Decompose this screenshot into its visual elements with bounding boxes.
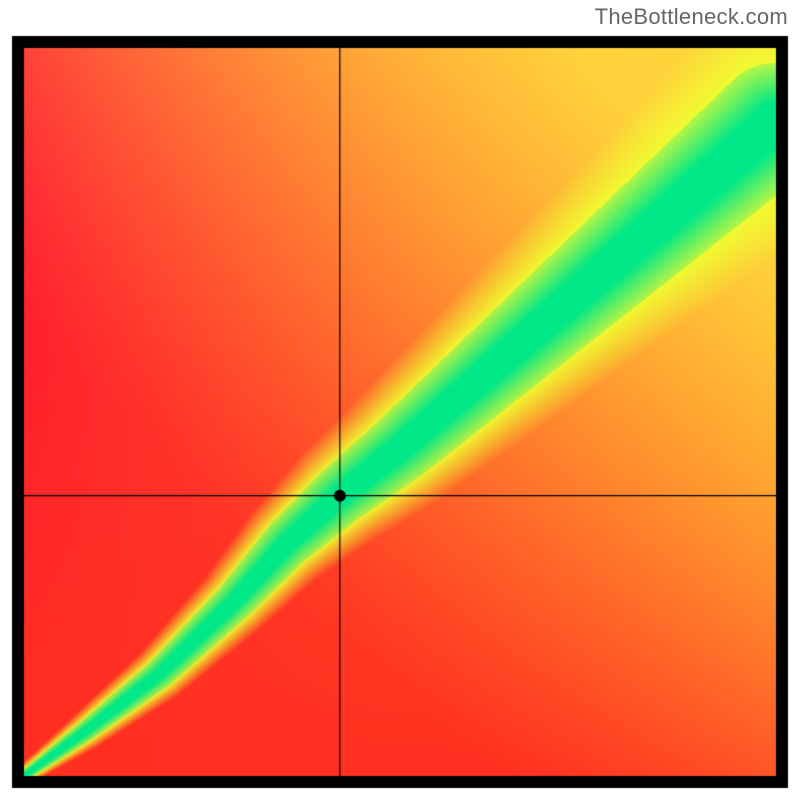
- watermark-text: TheBottleneck.com: [595, 4, 788, 30]
- bottleneck-heatmap: [0, 0, 800, 800]
- chart-container: TheBottleneck.com: [0, 0, 800, 800]
